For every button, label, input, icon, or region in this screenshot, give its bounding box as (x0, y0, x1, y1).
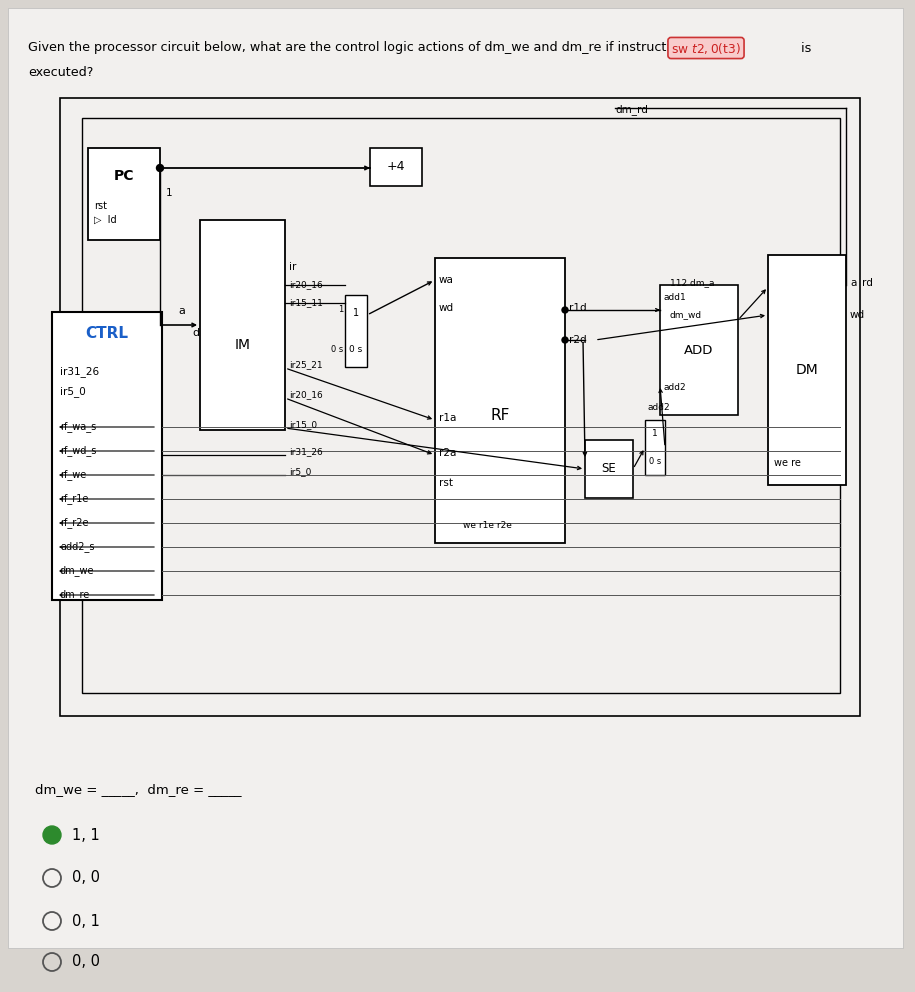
Text: PC: PC (113, 169, 135, 183)
Text: CTRL: CTRL (85, 326, 128, 341)
Text: we r1e r2e: we r1e r2e (463, 521, 511, 530)
Circle shape (562, 337, 568, 343)
Text: RF: RF (490, 408, 510, 423)
Bar (585, 440, 633, 498)
Bar (345, 295, 367, 367)
Text: ir20_16: ir20_16 (289, 391, 323, 400)
Bar (60, 98, 860, 716)
Text: wd: wd (850, 310, 865, 320)
Text: 0, 0: 0, 0 (72, 871, 100, 886)
Text: we re: we re (774, 458, 801, 468)
Text: 1, 1: 1, 1 (72, 827, 100, 842)
Text: +4: +4 (387, 161, 405, 174)
Text: 0, 0: 0, 0 (72, 954, 100, 969)
Circle shape (43, 826, 61, 844)
Bar (200, 220, 285, 430)
Text: 0 s: 0 s (649, 456, 662, 465)
Text: ▷  ld: ▷ ld (94, 215, 116, 225)
Text: IM: IM (234, 338, 251, 352)
Circle shape (562, 307, 568, 313)
Text: rf_r1e: rf_r1e (60, 494, 89, 505)
Text: add1: add1 (664, 293, 687, 302)
Text: 1: 1 (353, 308, 359, 318)
Text: 0, 1: 0, 1 (72, 914, 100, 929)
Text: DM: DM (796, 363, 818, 377)
Text: ir15_0: ir15_0 (289, 421, 318, 430)
Text: rf_r2e: rf_r2e (60, 518, 89, 529)
Text: is: is (797, 42, 812, 55)
Text: rf_we: rf_we (60, 469, 86, 480)
Text: ir15_11: ir15_11 (289, 299, 323, 308)
Bar (435, 258, 565, 543)
Text: wd: wd (439, 303, 454, 313)
Text: ir: ir (289, 262, 296, 272)
Text: 0 s: 0 s (330, 344, 343, 353)
Text: d: d (192, 328, 199, 338)
Bar (82, 118, 840, 693)
Text: executed?: executed? (28, 65, 93, 78)
Text: 1: 1 (652, 430, 658, 438)
Text: dm_we = _____,  dm_re = _____: dm_we = _____, dm_re = _____ (35, 784, 242, 797)
Text: 1: 1 (338, 305, 343, 313)
Text: rf_wa_s: rf_wa_s (60, 422, 96, 433)
Bar (370, 148, 422, 186)
Text: ir5_0: ir5_0 (60, 387, 86, 398)
Text: dm_we: dm_we (60, 565, 94, 576)
Text: r1a: r1a (439, 413, 457, 423)
Text: ir31_26: ir31_26 (289, 447, 323, 456)
Text: ADD: ADD (684, 343, 714, 356)
Text: rst: rst (439, 478, 453, 488)
Text: SE: SE (602, 462, 617, 475)
Text: ir20_16: ir20_16 (289, 281, 323, 290)
Text: 112 dm_a: 112 dm_a (670, 279, 715, 288)
Text: r2a: r2a (439, 448, 457, 458)
Text: a: a (178, 306, 185, 316)
Text: add2: add2 (664, 383, 686, 392)
Circle shape (156, 165, 164, 172)
Text: add2: add2 (647, 404, 670, 413)
Text: sw $t2,  0($t3): sw $t2, 0($t3) (671, 41, 741, 56)
Bar (88, 148, 160, 240)
Bar (768, 255, 846, 485)
Text: 0 s: 0 s (350, 344, 362, 353)
Text: ir31_26: ir31_26 (60, 367, 99, 377)
Bar (645, 420, 665, 475)
Text: rst: rst (94, 201, 107, 211)
Text: rd: rd (862, 278, 873, 288)
Text: r2d: r2d (569, 335, 587, 345)
Text: r1d: r1d (569, 303, 587, 313)
Text: a: a (850, 278, 856, 288)
Text: add2_s: add2_s (60, 542, 94, 553)
Bar (660, 285, 738, 415)
Text: ir25_21: ir25_21 (289, 360, 323, 369)
Text: dm_re: dm_re (60, 589, 91, 600)
Text: 1: 1 (166, 188, 173, 198)
Bar (52, 312, 162, 600)
Text: ir5_0: ir5_0 (289, 467, 311, 476)
Text: dm_rd: dm_rd (615, 104, 648, 115)
Text: wa: wa (439, 275, 454, 285)
Text: Given the processor circuit below, what are the control logic actions of dm_we a: Given the processor circuit below, what … (28, 42, 690, 55)
Text: dm_wd: dm_wd (670, 310, 702, 319)
Text: rf_wd_s: rf_wd_s (60, 445, 96, 456)
